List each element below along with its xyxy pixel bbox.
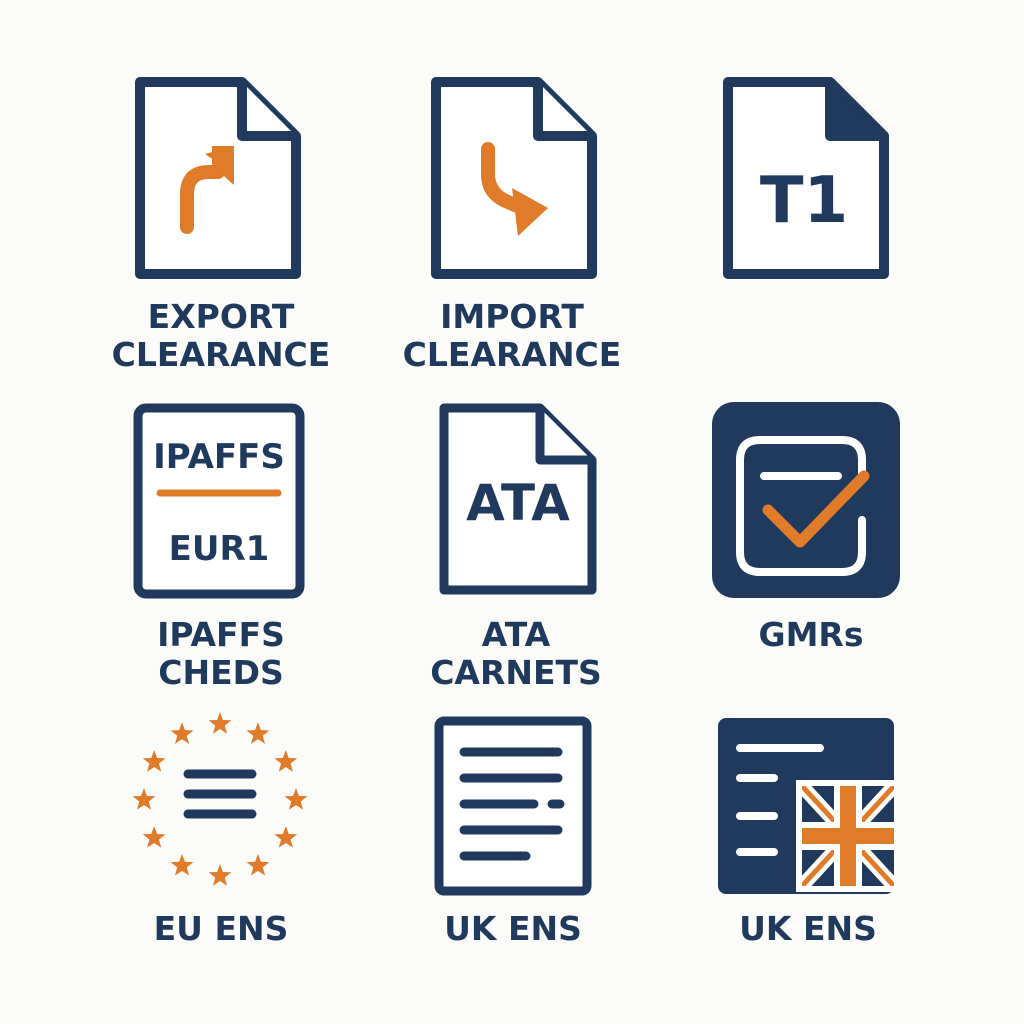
ipaffs-eur1-document-icon: IPAFFS EUR1: [133, 403, 305, 599]
uk-flag-panel-icon: [718, 718, 896, 894]
eu-star-icon: [284, 788, 308, 810]
eu-stars-lines-icon: [132, 712, 308, 886]
eu-star-icon: [132, 788, 156, 810]
eur1-icon-text: EUR1: [169, 529, 270, 569]
tile-7-label: EU ENS: [153, 909, 289, 948]
ata-document-icon: ATA: [439, 403, 597, 595]
export-arrow-document-icon: [135, 77, 301, 279]
eu-star-icon: [208, 864, 232, 886]
tile-5-label: ATA CARNETS: [430, 615, 602, 692]
tile-6-label: GMRs: [758, 615, 864, 654]
eu-star-icon: [274, 826, 298, 848]
tile-8-label: UK ENS: [444, 909, 582, 948]
tile-4-label: IPAFFS CHEDS: [157, 615, 285, 692]
eu-star-icon: [170, 853, 194, 876]
eu-star-icon: [142, 826, 166, 848]
ata-icon-text: ATA: [466, 474, 570, 532]
ipaffs-icon-text: IPAFFS: [153, 437, 285, 477]
tile-9-label: UK ENS: [739, 909, 877, 948]
tile-1-label: EXPORT CLEARANCE: [111, 297, 331, 374]
eu-star-icon: [246, 722, 270, 744]
t1-document-icon: T1: [723, 77, 889, 279]
eu-star-icon: [274, 750, 298, 772]
tile-2-label: IMPORT CLEARANCE: [402, 297, 622, 374]
import-arrow-document-icon: [431, 77, 597, 279]
eu-star-icon: [246, 853, 270, 876]
t1-icon-text: T1: [760, 164, 848, 238]
eu-star-icon: [170, 722, 194, 744]
checkbox-tick-icon: [712, 402, 900, 598]
eu-star-icon: [142, 750, 166, 772]
text-lines-document-icon: [434, 716, 592, 896]
eu-star-icon: [208, 712, 232, 734]
